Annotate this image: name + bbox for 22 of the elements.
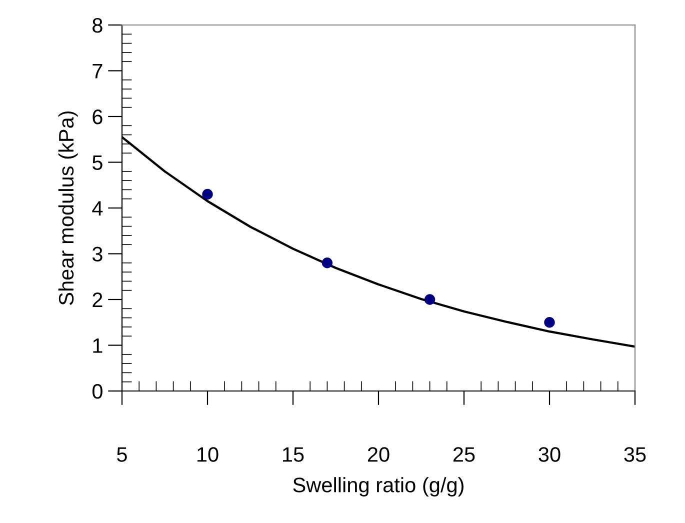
y-tick-label: 6: [92, 110, 102, 124]
y-tick-label: 1: [93, 338, 102, 353]
y-tick-label: 3: [92, 246, 102, 262]
point: [322, 258, 333, 268]
y-tick-label: 8: [92, 18, 102, 33]
y-tick-label: 5: [92, 155, 102, 170]
point: [202, 188, 213, 200]
x-tick-label: 35: [624, 447, 646, 462]
y-tick-label: 2: [92, 292, 102, 308]
x-tick-label: 10: [198, 447, 218, 462]
y-axis-title: Shear modulus (kPa): [58, 111, 78, 305]
point: [424, 294, 436, 305]
x-tick-label: 5: [117, 447, 127, 462]
x-axis-title: Swelling ratio (g/g): [293, 477, 464, 497]
y-tick-label: 0: [92, 384, 102, 399]
y-tick-label: 4: [92, 201, 103, 216]
point: [544, 317, 555, 328]
y-tick-label: 7: [92, 64, 102, 78]
x-tick-label: 30: [538, 447, 560, 462]
x-tick-label: 20: [368, 447, 390, 462]
x-tick-label: 15: [283, 447, 304, 462]
x-tick-label: 25: [453, 447, 475, 462]
